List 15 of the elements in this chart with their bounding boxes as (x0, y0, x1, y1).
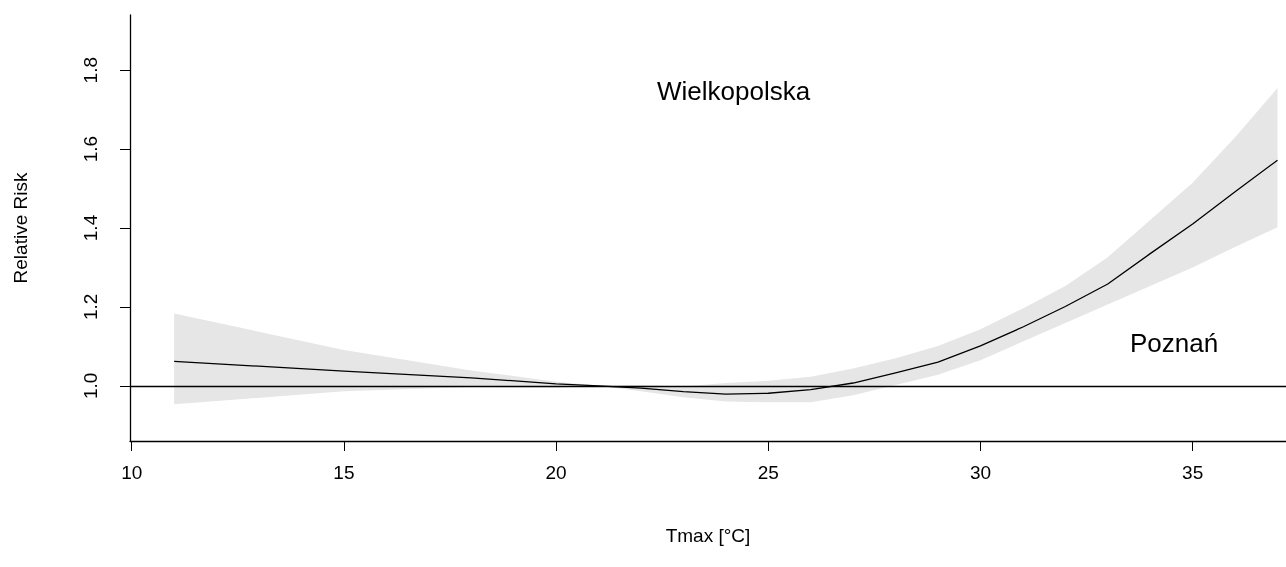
x-axis-title: Tmax [°C] (665, 525, 751, 546)
x-tick-label: 35 (1182, 462, 1204, 483)
y-tick-label: 1.6 (80, 135, 101, 163)
y-axis-title: Relative Risk (10, 172, 31, 284)
annotation: Wielkopolska (657, 76, 811, 106)
x-tick-label: 25 (757, 462, 779, 483)
y-tick-label: 1.2 (80, 293, 101, 321)
y-tick-label: 1.0 (80, 372, 101, 399)
x-tick-label: 10 (121, 462, 143, 483)
annotation: Poznań (1130, 328, 1219, 358)
x-tick-label: 15 (333, 462, 355, 483)
y-tick-label: 1.8 (80, 57, 101, 84)
x-tick-label: 30 (969, 462, 992, 483)
x-tick-label: 20 (545, 462, 567, 483)
y-tick-label: 1.4 (80, 214, 101, 242)
